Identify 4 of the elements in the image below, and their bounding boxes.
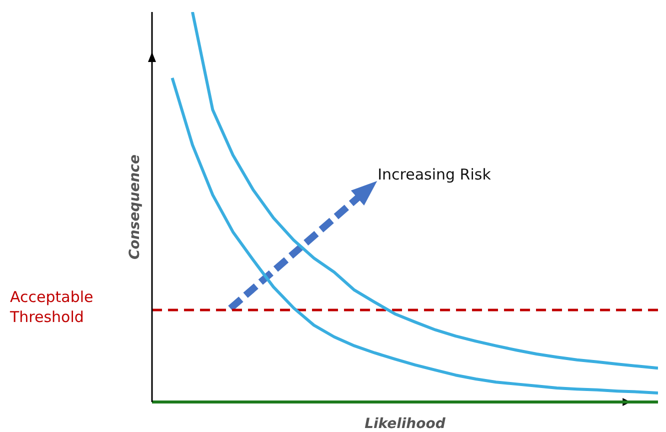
annotation: Increasing Risk: [378, 166, 492, 184]
x-axis-title: Likelihood: [364, 416, 446, 432]
y-axis-title: Consequence: [126, 154, 143, 260]
ref-line-label: Acceptable Threshold: [9, 288, 94, 326]
